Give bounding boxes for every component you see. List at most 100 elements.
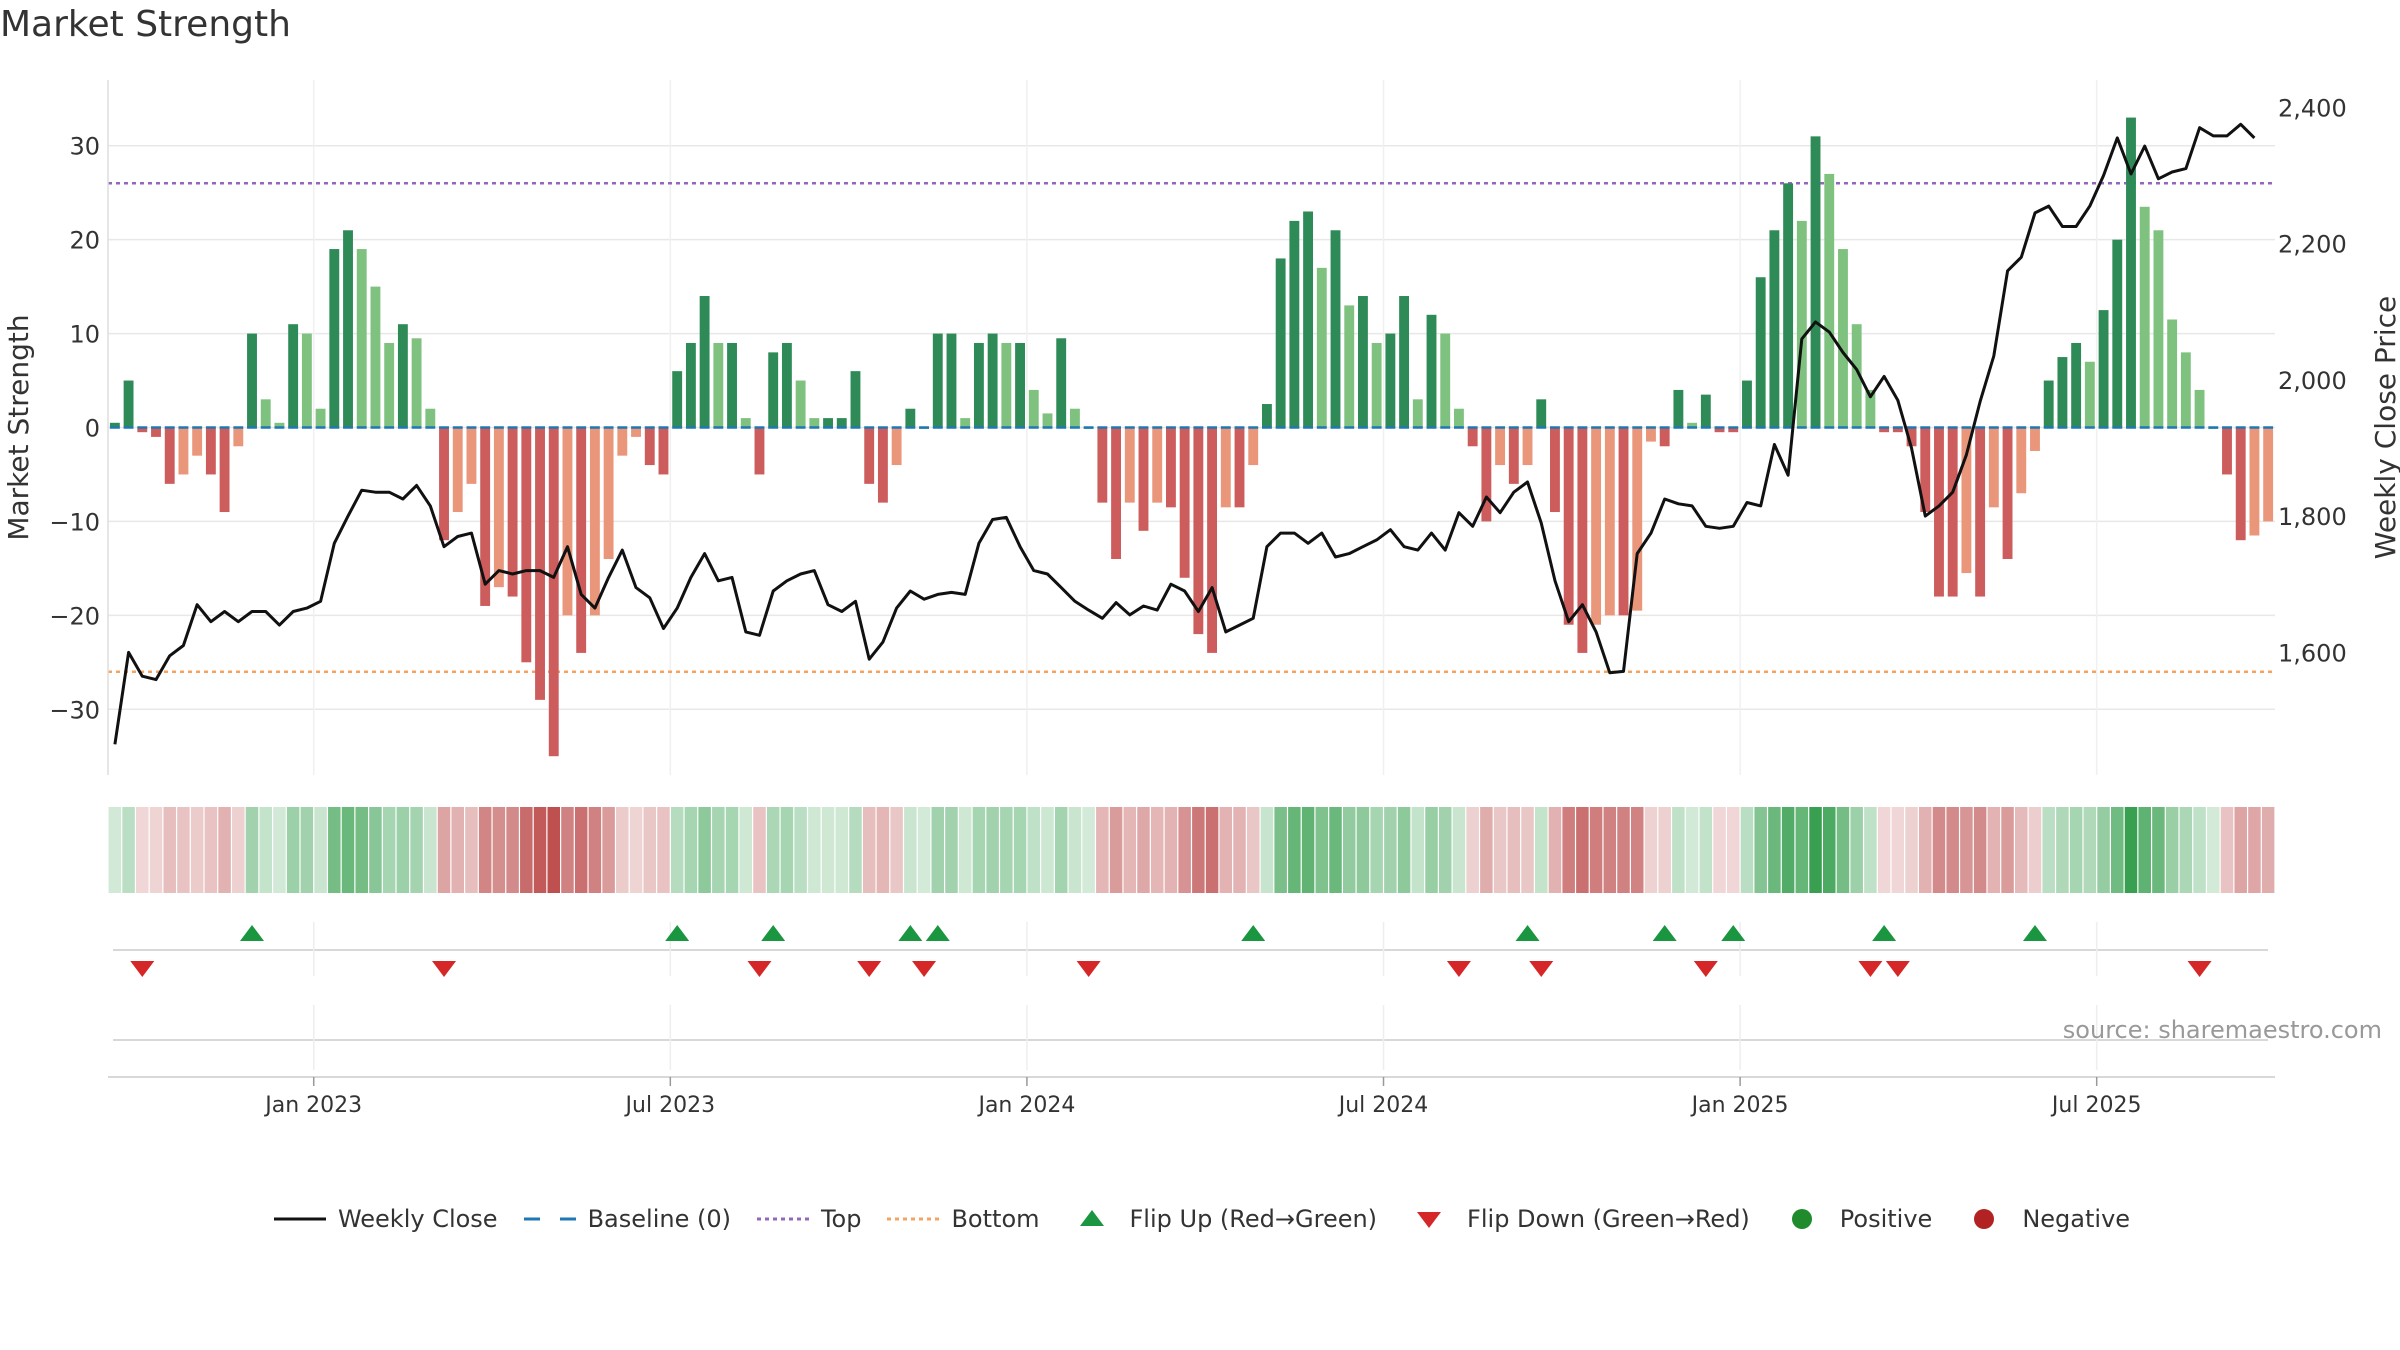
axes-layer: 30 20 10 0 −10 −20 −30 2,400 2,200 2,000 1,800 1,60… [2, 80, 2400, 775]
y2-tick-label: 1,800 [2278, 503, 2347, 531]
strength-bar [768, 352, 779, 428]
heat-cell [1356, 807, 1370, 893]
strength-bar [1165, 427, 1176, 508]
heat-cell [739, 807, 753, 893]
strength-bar [480, 427, 491, 606]
heat-cell [1466, 807, 1479, 893]
strength-bar [699, 296, 710, 428]
flip-down-marker [2187, 961, 2212, 977]
legend: Weekly Close Baseline (0) Top Bottom Flip Up… [0, 1205, 2400, 1233]
heat-cell [382, 807, 396, 893]
y-tick-label: −10 [49, 508, 100, 536]
flip-down-marker [1529, 961, 1554, 977]
strength-bar [1632, 427, 1643, 611]
flip-up-marker [898, 925, 923, 941]
y2-tick-label: 2,400 [2278, 94, 2347, 122]
legend-label: Flip Up (Red→Green) [1129, 1205, 1378, 1233]
strength-bar [466, 427, 477, 484]
heat-cell [1809, 807, 1822, 893]
heat-cell [1109, 807, 1123, 893]
heat-cell [341, 807, 355, 893]
heat-cell [629, 807, 643, 893]
heat-cell [1795, 807, 1809, 893]
heat-cell [1425, 807, 1438, 893]
heat-cell [890, 807, 903, 893]
x-tick-label: Jul 2024 [1337, 1093, 1429, 1118]
strength-bar [2084, 361, 2095, 428]
strength-bar [260, 399, 271, 428]
heat-cell [520, 807, 533, 893]
strength-bar [754, 427, 765, 475]
strength-bar [1275, 258, 1286, 428]
strength-bar [2030, 427, 2040, 451]
heat-cell [698, 807, 711, 893]
legend-symbol-baseline [520, 1206, 580, 1232]
strength-bar [1550, 427, 1560, 513]
flip-down-marker [747, 961, 772, 977]
heat-cell [314, 807, 327, 893]
heat-cell [1329, 807, 1342, 893]
strength-bar [1138, 427, 1149, 531]
legend-symbol-flipdown [1399, 1206, 1459, 1232]
strength-bar [1879, 427, 1890, 433]
strength-bar [1810, 136, 1821, 428]
heat-cell [232, 807, 245, 893]
strength-bar [2153, 230, 2164, 428]
strength-bar [1001, 342, 1012, 428]
heat-cell [1576, 807, 1589, 893]
heat-cell [369, 807, 382, 893]
heat-cell [1096, 807, 1109, 893]
heat-cell [1919, 807, 1932, 893]
strength-bar [164, 427, 175, 484]
strength-bar [1892, 427, 1903, 433]
strength-bar [1385, 333, 1396, 428]
legend-item-baseline: Baseline (0) [520, 1205, 731, 1233]
heat-cell [204, 807, 218, 893]
legend-item-positive: Positive [1772, 1205, 1932, 1233]
heat-cell [2193, 807, 2206, 893]
heat-cell [1850, 807, 1863, 893]
heat-cell [1987, 807, 2001, 893]
strength-bar [2043, 380, 2054, 428]
strength-bar [205, 427, 216, 475]
heat-cell [2111, 807, 2124, 893]
heat-cell [2248, 807, 2261, 893]
y-tick-label: 30 [69, 133, 100, 161]
strength-bar [1193, 427, 1204, 635]
heat-cell [1438, 807, 1452, 893]
strength-bar [1371, 342, 1382, 428]
heat-cell [533, 807, 547, 893]
heat-cell [2097, 807, 2110, 893]
heat-cell [1658, 807, 1671, 893]
x-axis: Jan 2023 Jul 2023 Jan 2024 Jul 2024 Jan 2025… [108, 1076, 2275, 1118]
strength-bar [109, 422, 120, 428]
heat-cell [2261, 807, 2275, 893]
heat-cell [1260, 807, 1274, 893]
strength-bar [301, 333, 312, 428]
heat-cell [725, 807, 739, 893]
heat-cell [1370, 807, 1383, 893]
heat-cell [931, 807, 945, 893]
strength-bar [1358, 296, 1368, 428]
heat-cell [478, 807, 492, 893]
heat-cell [684, 807, 698, 893]
heat-cell [1589, 807, 1603, 893]
strength-bar [2249, 427, 2260, 536]
heat-cell [506, 807, 519, 893]
flip-down-marker [912, 961, 937, 977]
strength-bar [891, 427, 902, 466]
strength-bar [1303, 211, 1314, 428]
strength-bar [1687, 422, 1698, 428]
strength-bar [1289, 220, 1300, 428]
strength-bar [178, 427, 189, 475]
strength-bar [1769, 230, 1780, 428]
strength-bar [658, 427, 669, 475]
strength-bar [1700, 394, 1711, 428]
heat-cell [1219, 807, 1233, 893]
y2-axis-label: Weekly Close Price [2369, 296, 2400, 559]
heat-cell [1946, 807, 1959, 893]
heat-cell [1137, 807, 1150, 893]
flip-down-marker [1446, 961, 1471, 977]
heat-cell [328, 807, 341, 893]
